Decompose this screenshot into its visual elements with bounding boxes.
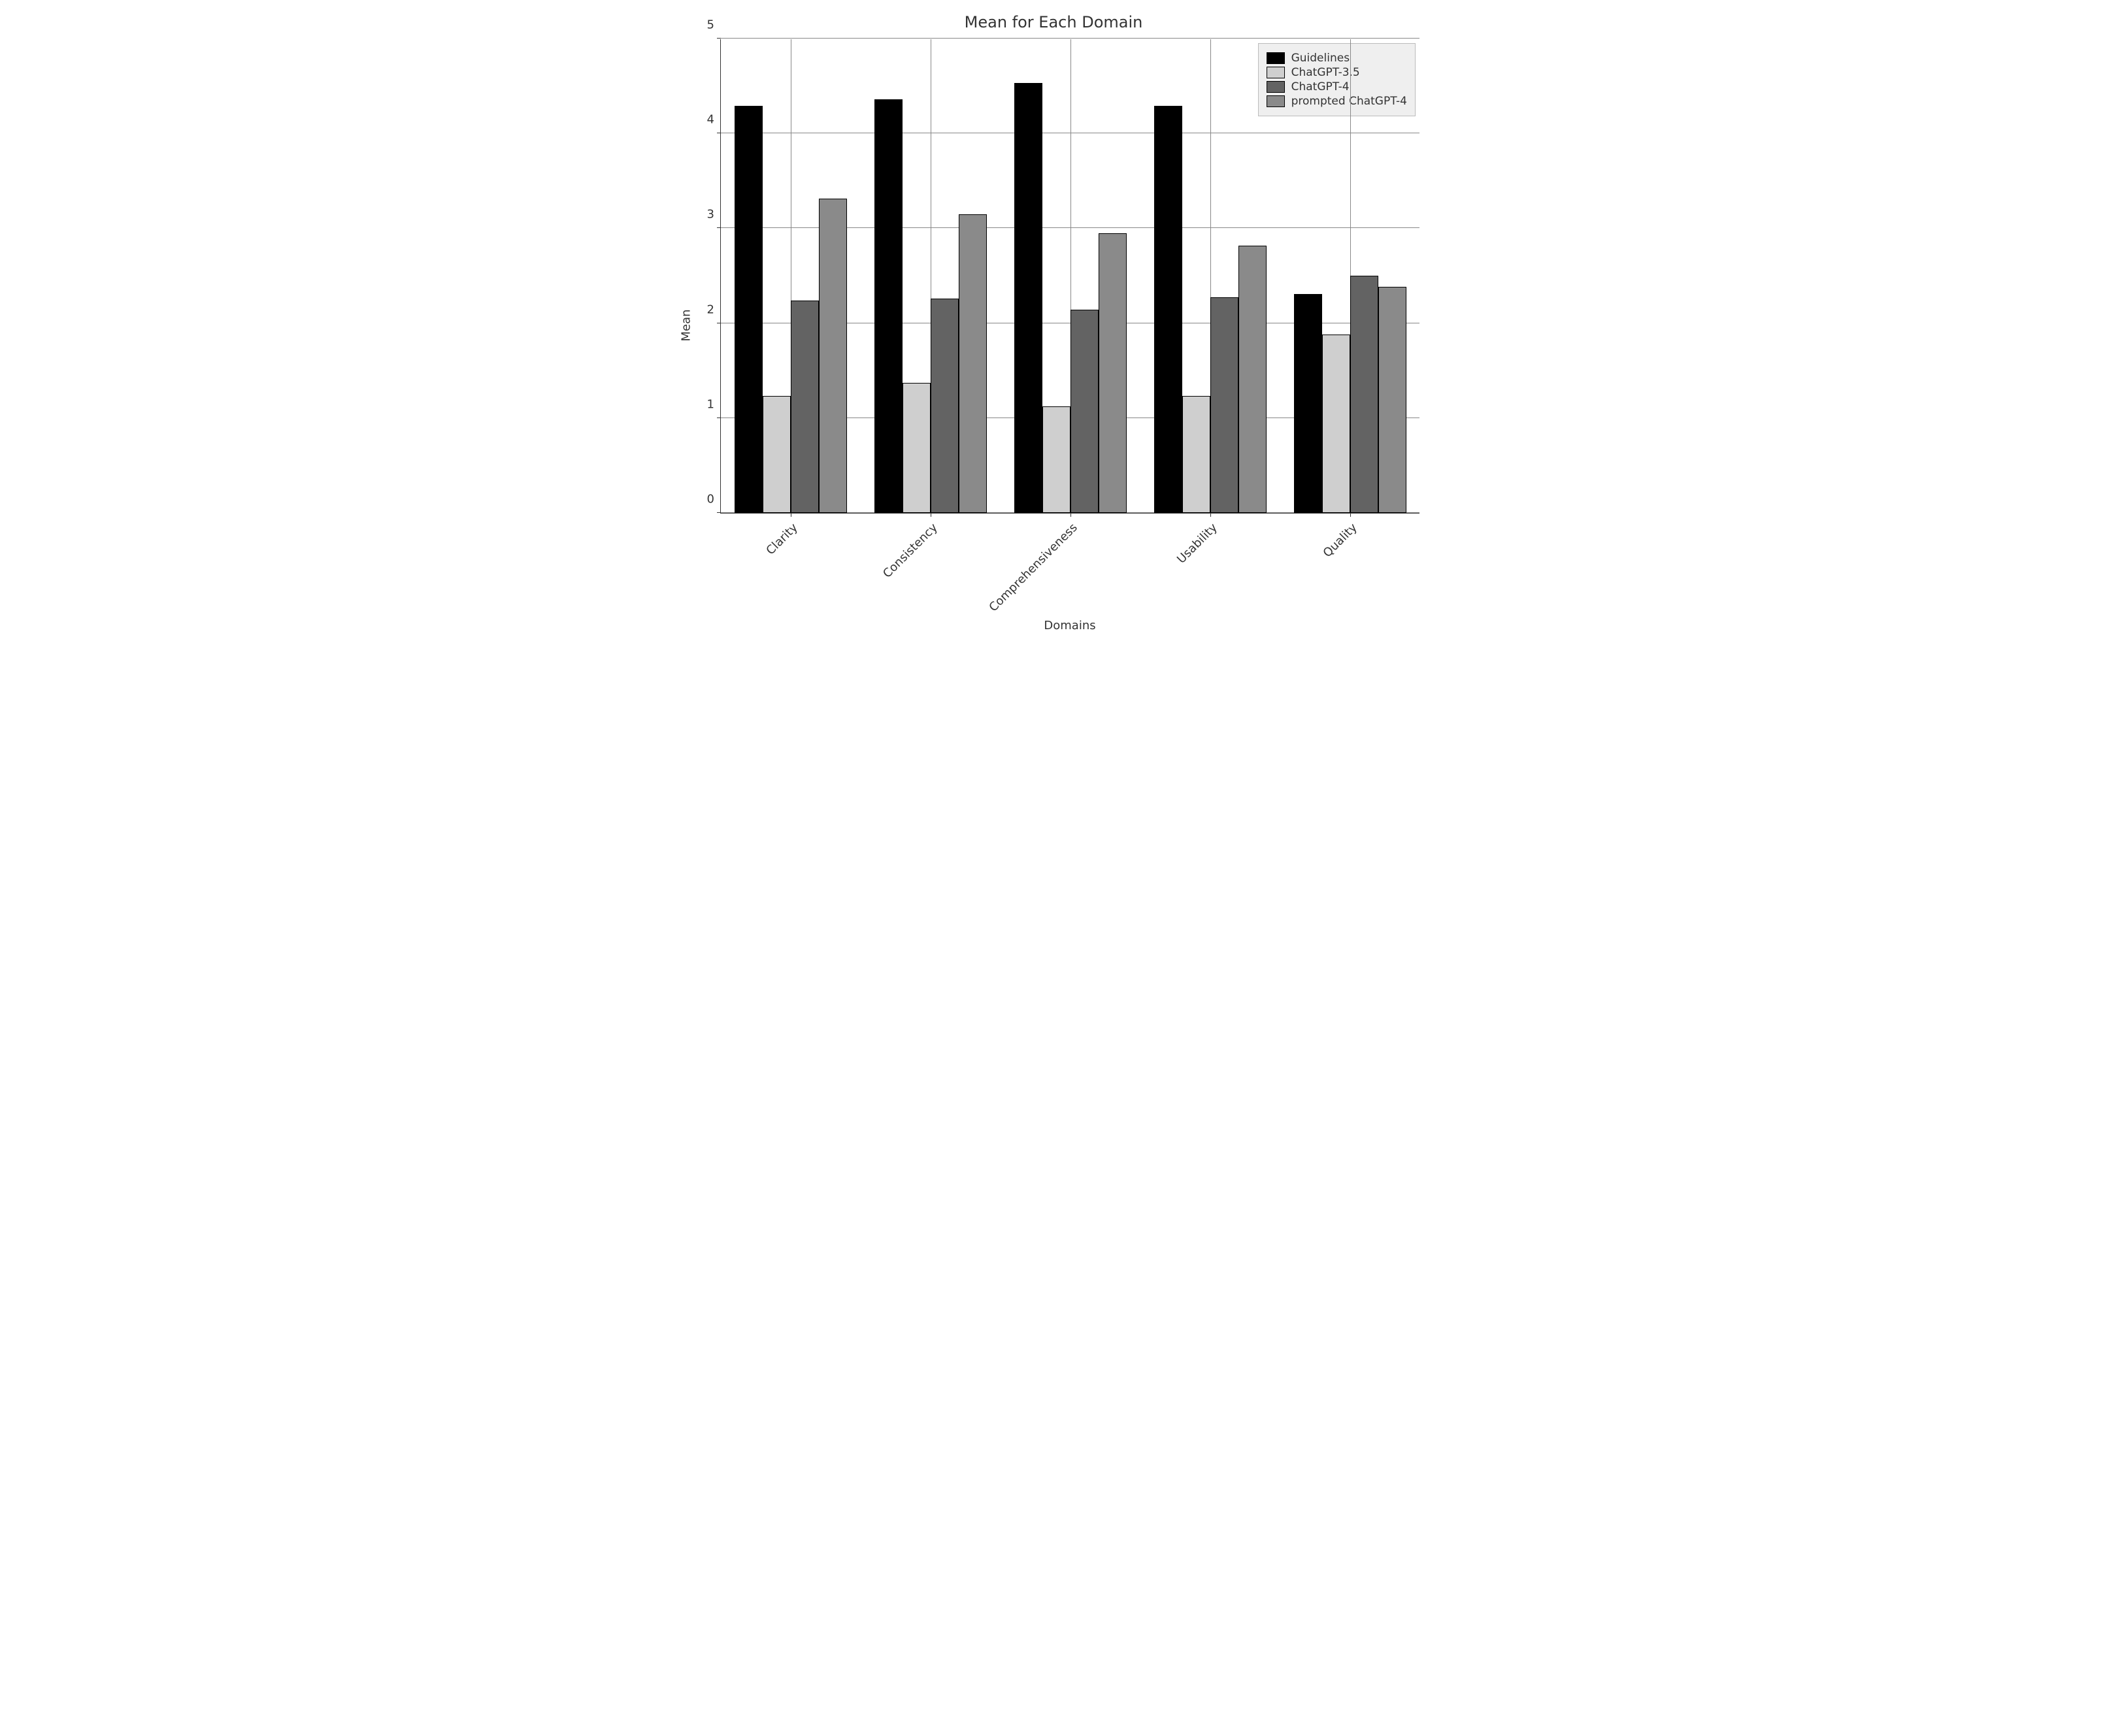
bar: [874, 99, 903, 513]
y-tick-label: 4: [707, 113, 714, 127]
x-tick-mark: [1210, 513, 1211, 517]
x-axis-label: Domains: [720, 619, 1419, 632]
x-tick-label: Consistency: [880, 521, 940, 581]
bar-group: [1014, 83, 1126, 513]
y-tick-label: 3: [707, 208, 714, 221]
legend-swatch: [1267, 81, 1285, 93]
plot-area: GuidelinesChatGPT-3.5ChatGPT-4 prompted C…: [720, 39, 1419, 514]
bar: [1210, 297, 1238, 513]
x-tick-mark: [1070, 513, 1071, 517]
bar-group: [1154, 106, 1266, 513]
bar: [1182, 396, 1210, 513]
legend-label: prompted ChatGPT-4: [1291, 95, 1407, 108]
legend-swatch: [1267, 52, 1285, 64]
legend-label: ChatGPT-3.5: [1291, 66, 1360, 79]
legend-item: prompted ChatGPT-4: [1267, 95, 1407, 108]
bar: [791, 301, 819, 513]
bar: [1070, 310, 1099, 513]
x-tick-label: Quality: [1321, 521, 1360, 560]
y-tick-label: 1: [707, 397, 714, 411]
bar-group: [735, 106, 846, 513]
x-tick-label: Usability: [1174, 521, 1220, 566]
y-tick-mark: [717, 512, 721, 513]
legend: GuidelinesChatGPT-3.5ChatGPT-4 prompted C…: [1258, 43, 1416, 116]
bar: [959, 214, 987, 513]
bar-group: [1294, 276, 1406, 513]
x-tick-label: Comprehensiveness: [986, 521, 1080, 614]
grid-line-horizontal: [721, 38, 1419, 39]
bar: [1154, 106, 1182, 513]
y-axis-label: Mean: [680, 309, 693, 341]
legend-swatch: [1267, 67, 1285, 78]
y-tick-label: 0: [707, 493, 714, 506]
y-tick-mark: [717, 38, 721, 39]
legend-label: ChatGPT-4: [1291, 80, 1350, 93]
bar: [1042, 406, 1070, 513]
bar: [903, 383, 931, 513]
legend-swatch: [1267, 95, 1285, 107]
legend-item: ChatGPT-4: [1267, 80, 1407, 93]
bar: [1294, 294, 1322, 513]
bar: [1238, 246, 1267, 513]
bar: [1378, 287, 1406, 513]
bar: [1014, 83, 1042, 513]
bar-group: [874, 99, 986, 513]
bar: [931, 299, 959, 513]
chart-container: Mean for Each Domain Mean GuidelinesChat…: [674, 13, 1433, 638]
legend-item: ChatGPT-3.5: [1267, 66, 1407, 79]
legend-item: Guidelines: [1267, 52, 1407, 65]
y-tick-label: 5: [707, 18, 714, 32]
y-tick-mark: [717, 227, 721, 228]
bar: [1322, 335, 1350, 513]
chart-title: Mean for Each Domain: [674, 13, 1433, 31]
bar: [735, 106, 763, 513]
y-tick-label: 2: [707, 303, 714, 316]
x-tick-mark: [1350, 513, 1351, 517]
x-tick-label: Clarity: [763, 521, 800, 557]
bar: [1099, 233, 1127, 513]
bar: [1350, 276, 1378, 513]
legend-label: Guidelines: [1291, 52, 1350, 65]
bar: [819, 199, 847, 513]
bar: [763, 396, 791, 513]
